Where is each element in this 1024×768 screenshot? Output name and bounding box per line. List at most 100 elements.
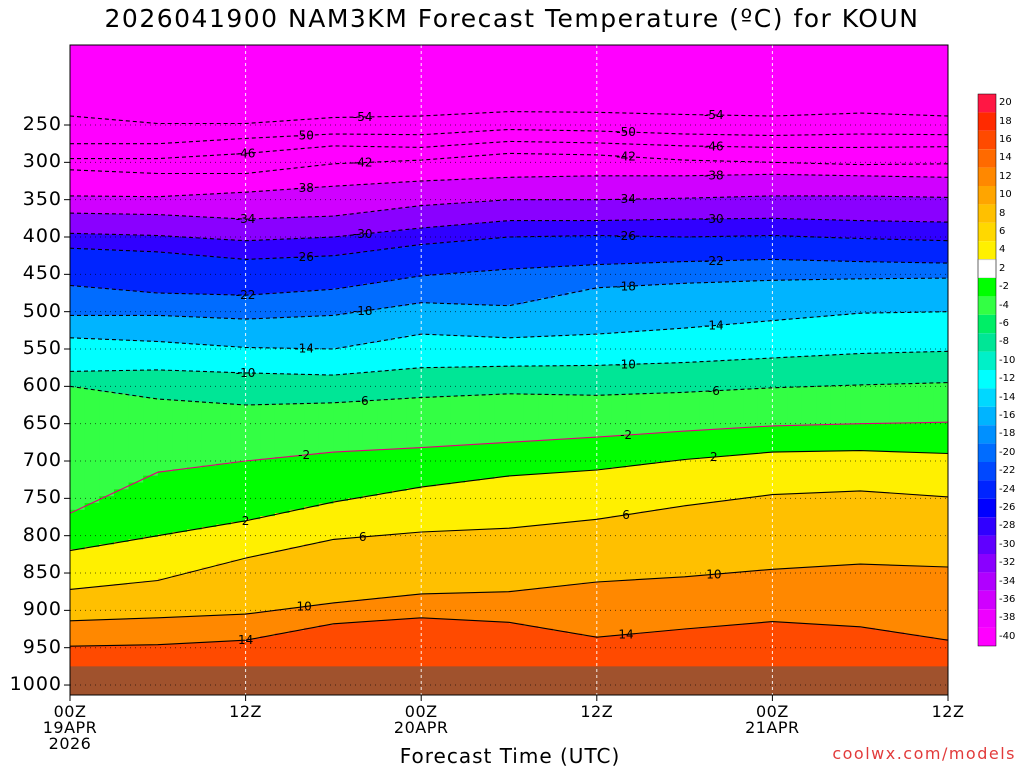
field-column — [567, 112, 583, 695]
field-cell — [435, 204, 452, 227]
field-cell — [99, 391, 115, 497]
field-cell — [743, 388, 759, 428]
field-cell — [787, 567, 803, 623]
field-cell — [70, 213, 86, 234]
field-cell — [421, 205, 437, 228]
field-cell — [552, 142, 569, 155]
field-cell — [743, 281, 759, 323]
field-cell — [889, 176, 905, 197]
field-cell — [845, 113, 861, 135]
field-cell — [99, 315, 115, 340]
field-cell — [787, 356, 803, 388]
colorbar-label: -4 — [999, 299, 1009, 311]
field-cell — [245, 191, 261, 219]
field-cell — [333, 117, 349, 135]
field-cell — [333, 602, 349, 624]
field-cell — [509, 527, 525, 591]
field-cell — [70, 195, 86, 214]
field-cell — [684, 197, 700, 220]
field-cell — [479, 222, 495, 239]
field-cell — [523, 176, 539, 200]
field-cell — [757, 162, 773, 175]
field-cell — [567, 584, 583, 634]
field-cell — [421, 134, 437, 147]
field-cell — [304, 348, 320, 375]
field-cell — [143, 315, 159, 342]
field-cell — [245, 172, 261, 192]
colorbar-label: 16 — [999, 134, 1012, 145]
field-cell — [830, 315, 847, 355]
field-cell — [70, 286, 86, 316]
field-cell — [274, 239, 291, 258]
contour-label: -50 — [616, 125, 636, 139]
field-cell — [596, 143, 613, 156]
field-cell — [377, 399, 393, 450]
contour-label: -42 — [616, 150, 636, 164]
field-column — [391, 116, 408, 695]
field-cell — [801, 134, 817, 148]
field-cell — [289, 188, 305, 218]
y-tick-label: 650 — [22, 411, 62, 434]
field-cell — [143, 581, 159, 619]
field-cell — [362, 400, 378, 451]
field-cell — [70, 143, 86, 159]
contour-label: -42 — [353, 156, 373, 170]
field-cell — [889, 493, 905, 566]
site-credit[interactable]: coolwx.com/models — [832, 744, 1016, 763]
field-cell — [509, 141, 525, 154]
field-cell — [904, 176, 920, 197]
field-cell — [260, 347, 276, 374]
field-cell — [845, 238, 861, 262]
field-cell — [552, 154, 569, 177]
field-column — [713, 115, 730, 695]
field-cell — [596, 333, 613, 366]
field-cell — [699, 175, 715, 198]
field-cell — [874, 492, 891, 565]
field-cell — [874, 352, 891, 385]
field-cell — [830, 147, 847, 165]
field-cell — [626, 465, 642, 514]
field-cell — [245, 218, 261, 241]
field-cell — [377, 134, 393, 147]
field-cell — [567, 438, 583, 472]
field-cell — [713, 501, 730, 574]
field-cell — [435, 446, 452, 485]
field-cell — [113, 143, 130, 159]
field-cell — [348, 373, 364, 402]
field-cell — [582, 437, 598, 471]
field-cell — [391, 279, 408, 306]
field-cell — [435, 396, 452, 447]
field-cell — [918, 312, 934, 352]
colorbar-swatch — [978, 167, 996, 186]
field-cell — [201, 567, 217, 616]
field-cell — [904, 164, 920, 177]
field-cell — [84, 503, 100, 547]
field-cell — [421, 302, 437, 335]
field-cell — [99, 288, 115, 316]
field-cell — [582, 220, 598, 236]
field-cell — [465, 202, 481, 224]
field-cell — [128, 234, 144, 252]
contour-label: -34 — [236, 212, 256, 226]
field-cell — [523, 199, 539, 221]
field-cell — [333, 146, 349, 164]
field-cell — [626, 434, 642, 466]
field-cell — [669, 431, 686, 461]
colorbar-label: -36 — [999, 594, 1016, 605]
field-cell — [757, 321, 773, 359]
field-cell — [889, 352, 905, 384]
field-cell — [889, 239, 905, 263]
colorbar-swatch — [978, 241, 996, 260]
field-cell — [479, 443, 495, 479]
chart-title: 2026041900 NAM3KM Forecast Temperature (… — [104, 4, 920, 33]
field-cell — [70, 315, 86, 339]
field-cell — [713, 146, 730, 162]
field-cell — [728, 174, 744, 197]
field-cell — [406, 532, 422, 595]
field-column — [933, 115, 948, 695]
field-cell — [260, 516, 276, 554]
field-cell — [435, 242, 452, 275]
field-cell — [377, 535, 393, 598]
field-cell — [567, 292, 583, 336]
field-cell — [801, 174, 817, 196]
